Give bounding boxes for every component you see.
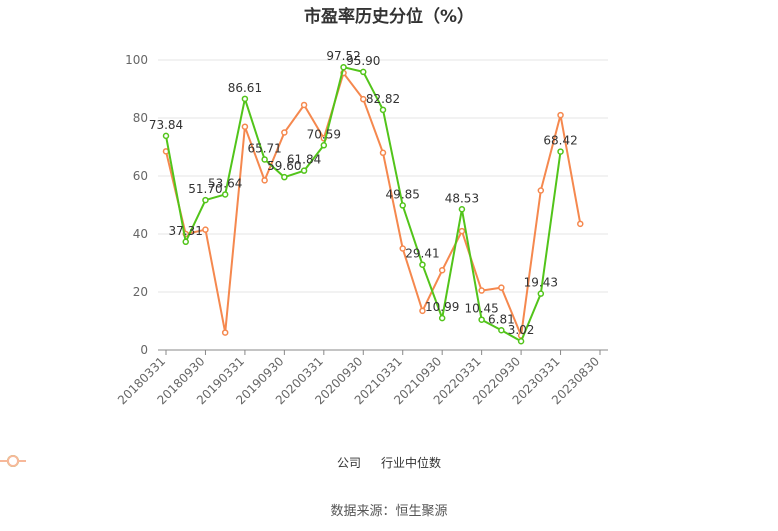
data-point (281, 129, 288, 136)
data-point (300, 167, 308, 174)
data-source: 数据来源：恒生聚源 (330, 504, 448, 519)
data-point (419, 261, 426, 268)
grid-lines (158, 59, 608, 293)
data-point (498, 284, 505, 291)
data-point (300, 101, 308, 109)
data-point (478, 287, 485, 294)
data-label: 29.41 (405, 247, 439, 261)
data-label: 70.59 (307, 127, 341, 141)
data-point (537, 187, 545, 194)
data-label: 53.64 (208, 176, 242, 190)
data-point (379, 149, 387, 157)
legend-item-industry-median[interactable]: 行业中位数 (0, 454, 442, 471)
data-point (379, 106, 387, 114)
series-line (165, 72, 582, 337)
data-label: 3.02 (508, 323, 535, 337)
y-tick-label: 60 (133, 169, 148, 183)
data-point (162, 132, 170, 140)
data-point (202, 226, 209, 233)
data-point (360, 68, 367, 76)
y-tick-label: 0 (140, 343, 148, 357)
data-label: 95.90 (346, 54, 380, 68)
y-tick-label: 80 (133, 111, 148, 125)
data-label: 82.82 (366, 92, 400, 106)
chart-title: 市盈率历史分位（%） (303, 7, 475, 27)
data-label: 65.71 (247, 141, 281, 155)
x-axis: 2018033120180930201903312019093020200331… (115, 349, 608, 407)
data-point (419, 307, 426, 315)
legend: 公司 行业中位数 (0, 454, 778, 471)
legend-label-company: 公司 (336, 456, 361, 470)
data-label: 73.84 (149, 118, 183, 132)
legend-label-industry-median: 行业中位数 (381, 456, 442, 470)
data-label: 86.61 (228, 81, 262, 95)
y-tick-label: 20 (133, 285, 148, 299)
data-label: 61.84 (287, 153, 321, 167)
data-point (221, 191, 229, 198)
data-point (360, 95, 367, 103)
data-point (182, 238, 189, 246)
y-axis: 0 20 40 60 80 100 (125, 53, 148, 357)
series-layer (162, 63, 584, 345)
data-point (399, 245, 406, 252)
data-point (261, 177, 268, 184)
data-label: 10.45 (464, 302, 498, 316)
data-label: 19.43 (524, 276, 558, 290)
data-point (537, 290, 545, 297)
data-point (221, 329, 229, 336)
data-point (458, 206, 466, 213)
data-label: 48.53 (445, 191, 479, 205)
data-point (241, 123, 249, 130)
data-point (517, 337, 525, 345)
circle-line-icon (0, 455, 26, 467)
data-label: 97.52 (326, 49, 360, 63)
data-point (202, 196, 209, 204)
data-label: 6.81 (488, 312, 515, 326)
data-label: 51.70 (188, 182, 222, 196)
data-label: 59.60 (267, 159, 301, 173)
data-point (557, 148, 564, 155)
data-point (577, 220, 584, 228)
data-point (261, 156, 268, 163)
data-label: 10.99 (425, 300, 459, 314)
y-tick-label: 100 (125, 53, 148, 67)
data-point (281, 173, 288, 181)
data-point (399, 202, 406, 209)
data-point (340, 63, 347, 71)
data-point (438, 314, 446, 322)
data-point (478, 316, 485, 323)
data-label: 49.85 (386, 187, 420, 201)
legend-item-company[interactable]: 公司 (0, 454, 361, 471)
data-point (458, 227, 466, 235)
data-label: 68.42 (543, 134, 577, 148)
data-point (438, 267, 446, 274)
data-point (498, 327, 505, 334)
data-point (320, 142, 328, 149)
series-line (165, 66, 562, 343)
data-point (241, 95, 249, 103)
data-point (557, 111, 564, 119)
data-label: 37.31 (169, 224, 203, 238)
y-tick-label: 40 (133, 227, 148, 241)
